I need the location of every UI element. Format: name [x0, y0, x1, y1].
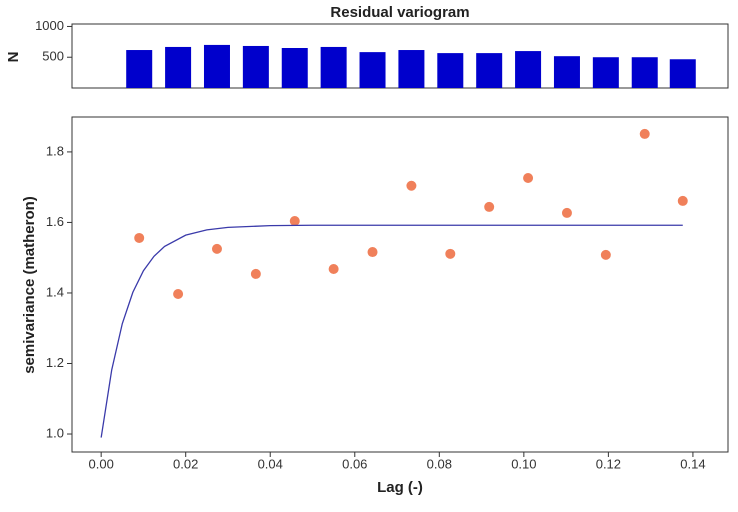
data-point: [484, 201, 495, 212]
data-point: [328, 263, 339, 274]
bar: [515, 51, 542, 88]
data-point: [445, 248, 456, 259]
bar: [281, 48, 308, 88]
x-tick-label: 0.10: [511, 456, 536, 471]
bar: [476, 53, 503, 88]
x-tick-label: 0.02: [173, 456, 198, 471]
bar: [320, 46, 347, 88]
data-point: [173, 289, 184, 300]
x-tick-label: 0.14: [680, 456, 705, 471]
bar: [669, 59, 696, 88]
data-point: [289, 216, 300, 227]
data-point: [211, 243, 222, 254]
x-tick-label: 0.06: [342, 456, 367, 471]
data-point: [677, 195, 688, 206]
data-point: [367, 247, 378, 258]
bar: [359, 52, 386, 88]
y-axis-label: N: [5, 52, 22, 63]
y-tick-label: 1.4: [46, 284, 64, 299]
bar: [631, 57, 658, 88]
bar: [553, 56, 580, 88]
x-tick-label: 0.12: [596, 456, 621, 471]
y-tick-label: 1.2: [46, 355, 64, 370]
y-tick-label: 500: [42, 49, 64, 64]
data-point: [406, 180, 417, 191]
y-tick-label: 1.0: [46, 425, 64, 440]
data-point: [250, 268, 261, 279]
x-tick-label: 0.04: [258, 456, 283, 471]
y-axis-label: semivariance (matheron): [21, 196, 38, 374]
y-tick-label: 1000: [35, 18, 64, 33]
plot-frame: [71, 116, 729, 453]
bar: [592, 57, 619, 88]
data-point: [639, 128, 650, 139]
data-point: [134, 232, 145, 243]
x-tick-label: 0.08: [427, 456, 452, 471]
bar: [203, 44, 230, 88]
y-tick-label: 1.8: [46, 143, 64, 158]
bar: [126, 50, 153, 88]
x-axis-label: Lag (-): [377, 479, 423, 496]
model-line: [100, 224, 683, 438]
x-tick-label: 0.00: [89, 456, 114, 471]
bar: [398, 50, 425, 88]
bar: [437, 53, 464, 88]
data-point: [561, 207, 572, 218]
data-point: [523, 173, 534, 184]
bar: [242, 45, 269, 88]
data-point: [600, 249, 611, 260]
y-tick-label: 1.6: [46, 214, 64, 229]
bar: [165, 46, 192, 88]
chart-title: Residual variogram: [330, 4, 469, 21]
